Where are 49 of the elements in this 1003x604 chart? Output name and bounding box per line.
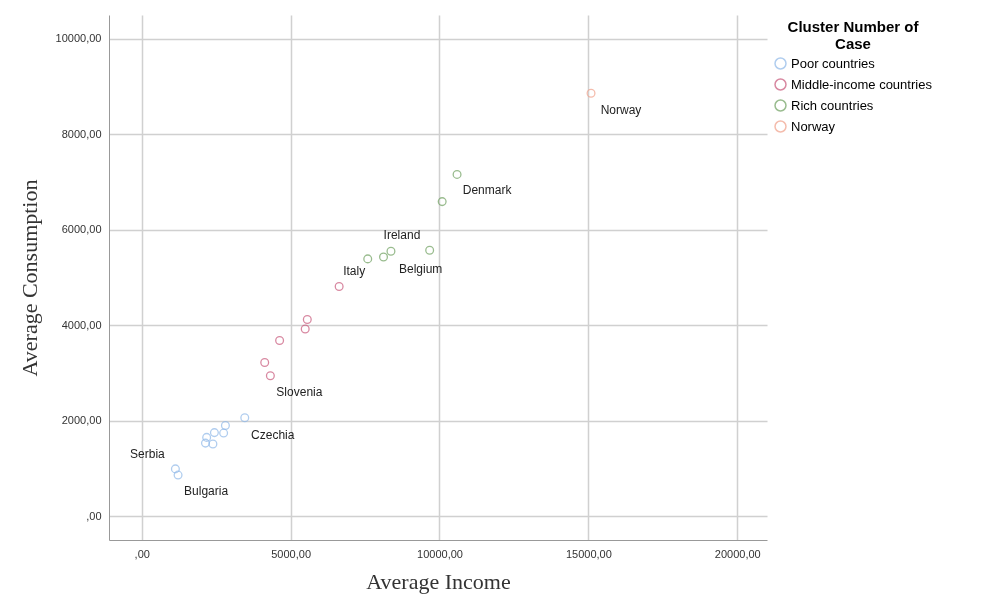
point [220,420,230,430]
point [437,197,447,207]
annotation: Czechia [251,427,295,442]
point [586,88,596,98]
annotation: Bulgaria [184,484,229,499]
annotation: Serbia [130,446,166,461]
point [240,413,250,423]
x-tick-label: 15000,00 [565,547,612,560]
annotation: Belgium [398,262,443,277]
point [363,254,373,264]
annotation: Denmark [462,183,513,198]
point [378,252,389,262]
legend-label: Rich countries [791,97,874,113]
point [334,282,344,292]
point [452,169,462,179]
point [219,428,229,438]
point [170,464,180,474]
annotation: Italy [343,263,366,278]
x-axis-title: Average Income [366,568,511,594]
legend-label: Poor countries [791,55,876,71]
point [173,470,183,480]
y-tick-label: 6000,00 [61,223,102,236]
annotation: Norway [600,103,642,118]
legend-title: Cluster Number of Case [787,18,920,52]
point [386,246,396,256]
point [260,357,270,367]
y-tick-label: ,00 [86,509,102,522]
x-tick-label: 10000,00 [417,547,463,560]
y-axis-title: Average Consumption [16,179,42,377]
point [208,439,218,449]
annotation: Slovenia [276,384,323,399]
point [425,245,435,255]
legend-label: Norway [791,118,836,134]
x-tick-label: 5000,00 [271,547,311,560]
y-tick-label: 10000,00 [55,32,102,45]
annotation: Ireland [383,228,421,243]
point [209,428,219,438]
legend-label: Middle-income countries [791,76,933,92]
x-tick-label: ,00 [134,547,150,560]
y-tick-label: 4000,00 [61,318,102,331]
point [202,432,212,442]
y-tick-label: 2000,00 [61,414,102,427]
point [302,314,312,325]
point [200,438,210,448]
point [275,335,285,346]
point [265,371,275,381]
point [300,324,310,334]
x-tick-label: 20000,00 [714,547,761,560]
y-tick-label: 8000,00 [61,127,102,140]
